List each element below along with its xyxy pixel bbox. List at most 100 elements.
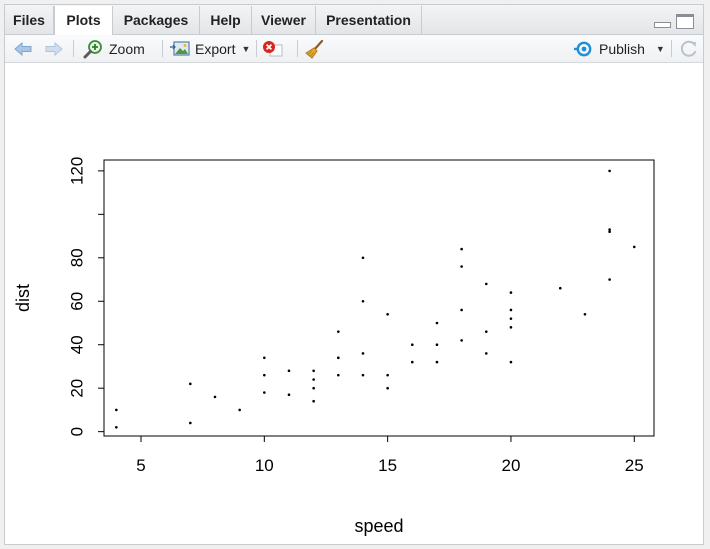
data-point (509, 360, 513, 364)
data-point (361, 373, 365, 377)
data-point (435, 360, 439, 364)
toolbar-separator (73, 40, 74, 57)
data-point (263, 373, 266, 377)
data-point (583, 312, 587, 316)
scatter-plot: 5 10 15 20 25 0 20 40 60 80 120 speed dist (13, 157, 655, 536)
zoom-button[interactable]: Zoom (83, 35, 145, 62)
zoom-magnifier-icon (83, 39, 103, 59)
publish-dropdown-icon: ▼ (655, 43, 665, 54)
data-point (410, 360, 414, 364)
data-point (608, 230, 611, 234)
data-point (287, 369, 291, 373)
y-tick-label: 20 (68, 379, 87, 398)
data-point (189, 421, 192, 425)
data-point (484, 330, 488, 333)
export-dropdown-icon: ▼ (241, 43, 251, 54)
publish-button[interactable]: Publish ▼ (574, 35, 665, 62)
data-point (410, 343, 414, 347)
data-point (509, 308, 513, 312)
tab-presentation[interactable]: Presentation (316, 6, 422, 34)
data-point (460, 308, 463, 312)
x-tick-label: 25 (625, 456, 644, 475)
tab-viewer[interactable]: Viewer (252, 6, 316, 34)
data-point (361, 352, 365, 355)
data-point (115, 426, 118, 429)
data-point (312, 369, 315, 373)
data-point (312, 378, 315, 381)
publish-icon (574, 41, 594, 57)
publish-label: Publish (599, 40, 645, 57)
refresh-icon (679, 39, 699, 59)
data-point (213, 395, 217, 399)
data-point (238, 408, 241, 412)
refresh-button[interactable] (679, 35, 699, 62)
data-point (312, 386, 315, 390)
toolbar-separator (671, 40, 672, 57)
export-menu-button[interactable]: Export ▼ (169, 35, 250, 62)
x-tick-label: 10 (255, 456, 274, 475)
data-point (263, 391, 266, 394)
plot-frame (103, 159, 655, 437)
y-axis-label: dist (13, 284, 33, 312)
data-point (386, 386, 389, 390)
data-point (509, 317, 513, 320)
data-point (509, 326, 513, 329)
data-point (460, 265, 463, 268)
data-point (484, 352, 488, 355)
data-point (460, 247, 463, 251)
data-point (337, 330, 340, 333)
y-tick-label: 60 (68, 292, 87, 311)
y-tick-label: 40 (68, 335, 87, 354)
toolbar-separator (256, 40, 257, 57)
data-point (189, 382, 192, 386)
tab-packages[interactable]: Packages (113, 6, 200, 34)
plot-viewer: 5 10 15 20 25 0 20 40 60 80 120 speed dist (5, 63, 703, 544)
data-point (361, 299, 365, 303)
tab-files[interactable]: Files (5, 6, 54, 34)
data-point (115, 408, 118, 412)
data-point (312, 399, 315, 403)
toolbar-separator (297, 40, 298, 57)
remove-plot-button[interactable] (262, 35, 286, 62)
data-point (337, 373, 340, 377)
clear-all-plots-button[interactable] (305, 35, 327, 62)
tab-help[interactable]: Help (200, 6, 252, 34)
maximize-pane-icon[interactable] (676, 14, 694, 29)
data-point (558, 286, 562, 290)
data-point (632, 245, 636, 249)
back-arrow-icon[interactable] (13, 35, 33, 62)
data-point (484, 282, 488, 286)
y-tick-label: 0 (68, 427, 87, 436)
data-point (435, 343, 439, 347)
zoom-label: Zoom (109, 40, 145, 57)
forward-arrow-icon[interactable] (44, 35, 64, 62)
x-tick-label: 20 (501, 456, 520, 475)
data-point (435, 321, 439, 325)
y-tick-label: 80 (68, 248, 87, 267)
plots-pane: Files Plots Packages Help Viewer Present… (4, 4, 704, 545)
x-axis-label: speed (354, 516, 403, 536)
pane-tab-bar: Files Plots Packages Help Viewer Present… (5, 5, 703, 35)
toolbar-separator (162, 40, 163, 57)
data-point (460, 339, 463, 342)
y-tick-label: 120 (68, 157, 87, 185)
data-point (287, 393, 291, 397)
data-point (608, 228, 611, 231)
data-point (337, 356, 340, 360)
data-point (386, 373, 389, 377)
x-tick-label: 15 (378, 456, 397, 475)
data-point (361, 256, 365, 260)
minimize-pane-icon[interactable] (654, 22, 671, 28)
data-point (608, 278, 611, 281)
export-label: Export (195, 40, 236, 57)
export-image-icon (169, 40, 191, 58)
x-tick-label: 5 (136, 456, 145, 475)
plots-toolbar: Zoom Export ▼ (5, 35, 703, 63)
remove-plot-icon (262, 40, 284, 58)
data-point (608, 169, 611, 173)
clear-broom-icon (305, 39, 325, 59)
data-point (263, 356, 266, 360)
tab-plots[interactable]: Plots (54, 6, 113, 35)
data-point (509, 291, 513, 294)
data-point (386, 312, 389, 316)
